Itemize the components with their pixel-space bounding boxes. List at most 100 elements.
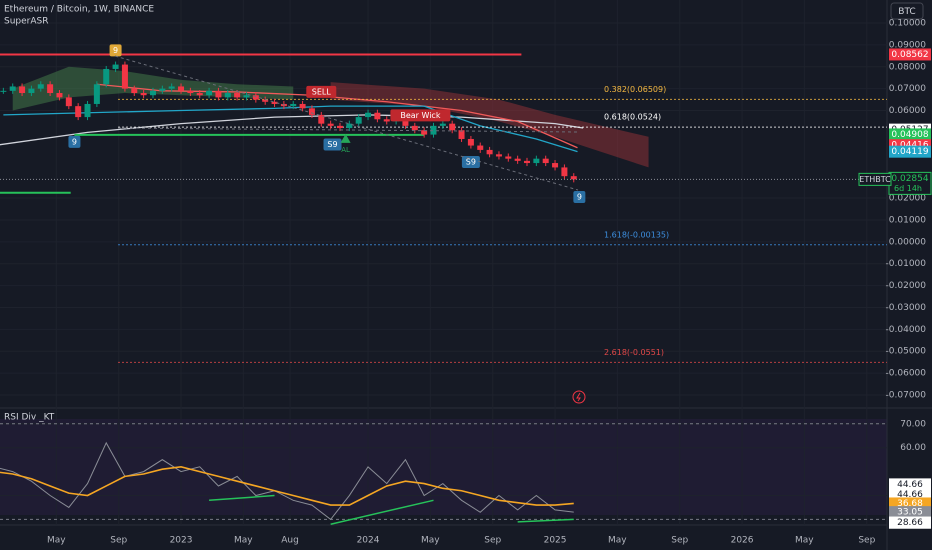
candle [290, 103, 297, 107]
y-tick-label: -0.03000 [886, 303, 927, 313]
alert-icon[interactable] [572, 390, 586, 404]
price-tag [889, 48, 931, 61]
candle [561, 167, 568, 177]
y-tick-label: 0.02000 [889, 194, 926, 204]
x-tick-label: 2023 [170, 536, 193, 546]
candle [84, 103, 91, 118]
candle [458, 130, 465, 139]
y-tick-label: -0.01000 [886, 259, 927, 269]
divergence-line [330, 499, 434, 525]
x-tick-label: Sep [484, 536, 501, 546]
candle [131, 88, 138, 94]
fib-label: 2.618(-0.0551) [604, 348, 664, 357]
candle [439, 123, 446, 126]
candle [533, 158, 540, 164]
x-tick-label: May [795, 536, 814, 546]
y-tick-label: -0.07000 [886, 391, 927, 401]
price-tag-label: 44.66 [897, 490, 923, 500]
signal-badge [68, 135, 81, 148]
candle [374, 112, 381, 120]
candle [121, 64, 128, 89]
candle [299, 103, 306, 109]
fib-label: 0.618(0.0524) [604, 113, 661, 122]
price-tag-label: 36.68 [897, 499, 923, 509]
candle [224, 93, 231, 98]
price-tag-label: 44.66 [897, 480, 923, 490]
candle [103, 68, 110, 85]
signal-label: SELL [312, 87, 332, 96]
price-tag [889, 478, 931, 491]
x-tick-label: May [47, 536, 66, 546]
price-tag [889, 516, 931, 529]
candle [430, 125, 437, 135]
signal-badge [573, 190, 586, 203]
candle [467, 138, 474, 146]
candle [552, 163, 559, 168]
candle [140, 93, 147, 96]
symbol-tag-label: ETHBTC [859, 175, 891, 184]
fib-label: 1.618(-0.00135) [604, 230, 669, 239]
overlay-line [96, 83, 578, 149]
currency-button[interactable] [890, 2, 924, 20]
rsi-line [0, 466, 574, 506]
candle [252, 95, 259, 100]
x-tick-label: 2025 [544, 536, 567, 546]
candle [271, 101, 278, 104]
y-tick-label: 0.00000 [889, 237, 926, 247]
signal-label: S9 [327, 140, 337, 149]
x-tick-label: Aug [281, 536, 299, 546]
indicator-title: SuperASR [4, 17, 49, 27]
price-tag-label: 0.08562 [891, 50, 928, 60]
candle [159, 88, 166, 91]
signal-label: 9 [577, 192, 582, 201]
rsi-tick-label: 60.00 [900, 443, 926, 453]
candle [243, 95, 250, 98]
candle [542, 158, 549, 164]
price-tag [889, 506, 931, 519]
candle [402, 119, 409, 126]
candle [524, 160, 531, 164]
countdown-label: 6d 14h [894, 184, 922, 193]
y-tick-label: -0.06000 [886, 369, 927, 379]
candle [178, 86, 185, 91]
candle [65, 97, 72, 107]
signal-badge [109, 44, 122, 57]
candle [28, 88, 35, 94]
signal-label: Bear Wick [400, 111, 441, 120]
candle [206, 90, 213, 96]
candle [168, 86, 175, 89]
rsi-band [0, 419, 887, 515]
y-tick-label: 0.08000 [889, 62, 926, 72]
candle [308, 108, 315, 115]
candle [570, 176, 577, 180]
x-tick-label: May [421, 536, 440, 546]
signal-label: S9 [466, 157, 476, 166]
x-tick-label: Sep [110, 536, 127, 546]
signal-badge [306, 85, 337, 98]
rsi-tick-label: 70.00 [900, 419, 926, 429]
candle [477, 145, 484, 150]
price-tag-label: 28.66 [897, 518, 923, 528]
x-tick-label: May [608, 536, 627, 546]
last-price-label: 0.02854 [891, 174, 928, 184]
overlay-line [3, 105, 578, 153]
x-tick-label: 2026 [731, 536, 754, 546]
candle [449, 123, 456, 131]
candle [486, 149, 493, 155]
price-tag [889, 488, 931, 501]
candle [421, 130, 428, 135]
candle [215, 90, 222, 98]
signal-label: 9 [113, 46, 118, 55]
cloud [330, 82, 649, 168]
candle [505, 156, 512, 159]
signal-badge [461, 155, 480, 168]
candle [187, 90, 194, 94]
buy-label: AL [341, 146, 350, 154]
signal-badge [390, 109, 451, 122]
candle [9, 86, 16, 91]
candle [112, 64, 119, 69]
currency-label[interactable]: BTC [898, 7, 915, 17]
price-tag [889, 128, 931, 141]
divergence-line [209, 494, 275, 502]
